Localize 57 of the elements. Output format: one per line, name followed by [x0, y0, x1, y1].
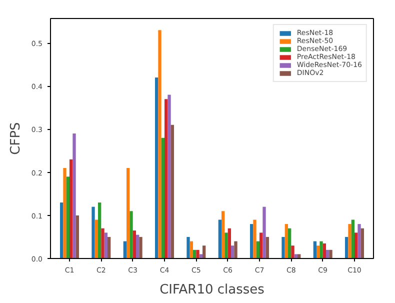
bar [60, 202, 64, 258]
bar [70, 159, 73, 258]
bar [63, 168, 66, 258]
bar [358, 224, 361, 258]
bar [126, 168, 130, 258]
bar [196, 250, 200, 258]
bar [92, 206, 95, 258]
bar [329, 250, 332, 258]
bar [228, 228, 231, 258]
bar [123, 241, 126, 258]
bar [76, 215, 79, 258]
bar [139, 236, 142, 258]
bar [351, 220, 354, 258]
bar [130, 211, 133, 258]
bar [224, 232, 228, 258]
bar [360, 228, 364, 258]
bar [155, 78, 158, 258]
bar [108, 236, 111, 258]
bar [348, 224, 352, 258]
bar [250, 224, 254, 258]
bar [132, 230, 136, 258]
bar [231, 246, 234, 258]
bar [98, 202, 102, 258]
bar [253, 220, 256, 258]
bar [322, 243, 326, 258]
bar [316, 246, 320, 258]
bar [158, 30, 162, 258]
bar [282, 236, 285, 258]
bar [222, 211, 225, 258]
bar [190, 241, 193, 258]
bar [288, 228, 292, 258]
bar [164, 99, 168, 258]
y-axis-title: CFPS [8, 122, 24, 155]
bar [291, 246, 294, 258]
bar [234, 241, 238, 258]
bar [262, 206, 266, 258]
x-axis-title: CIFAR10 classes [160, 282, 265, 298]
bar [168, 94, 171, 258]
bar [218, 220, 222, 258]
bar [320, 241, 323, 258]
bar [260, 232, 263, 258]
bar [345, 236, 348, 258]
bar [313, 241, 316, 258]
bar [161, 138, 164, 258]
bar [170, 124, 174, 258]
bar [256, 241, 260, 258]
bar [266, 236, 269, 258]
bar [284, 224, 288, 258]
bar [101, 228, 104, 258]
bar [202, 246, 206, 258]
bar [104, 232, 108, 258]
bar [66, 176, 70, 258]
bar [186, 236, 190, 258]
bar [72, 134, 76, 258]
bar [136, 234, 140, 258]
bar [354, 232, 358, 258]
bar [94, 220, 98, 258]
